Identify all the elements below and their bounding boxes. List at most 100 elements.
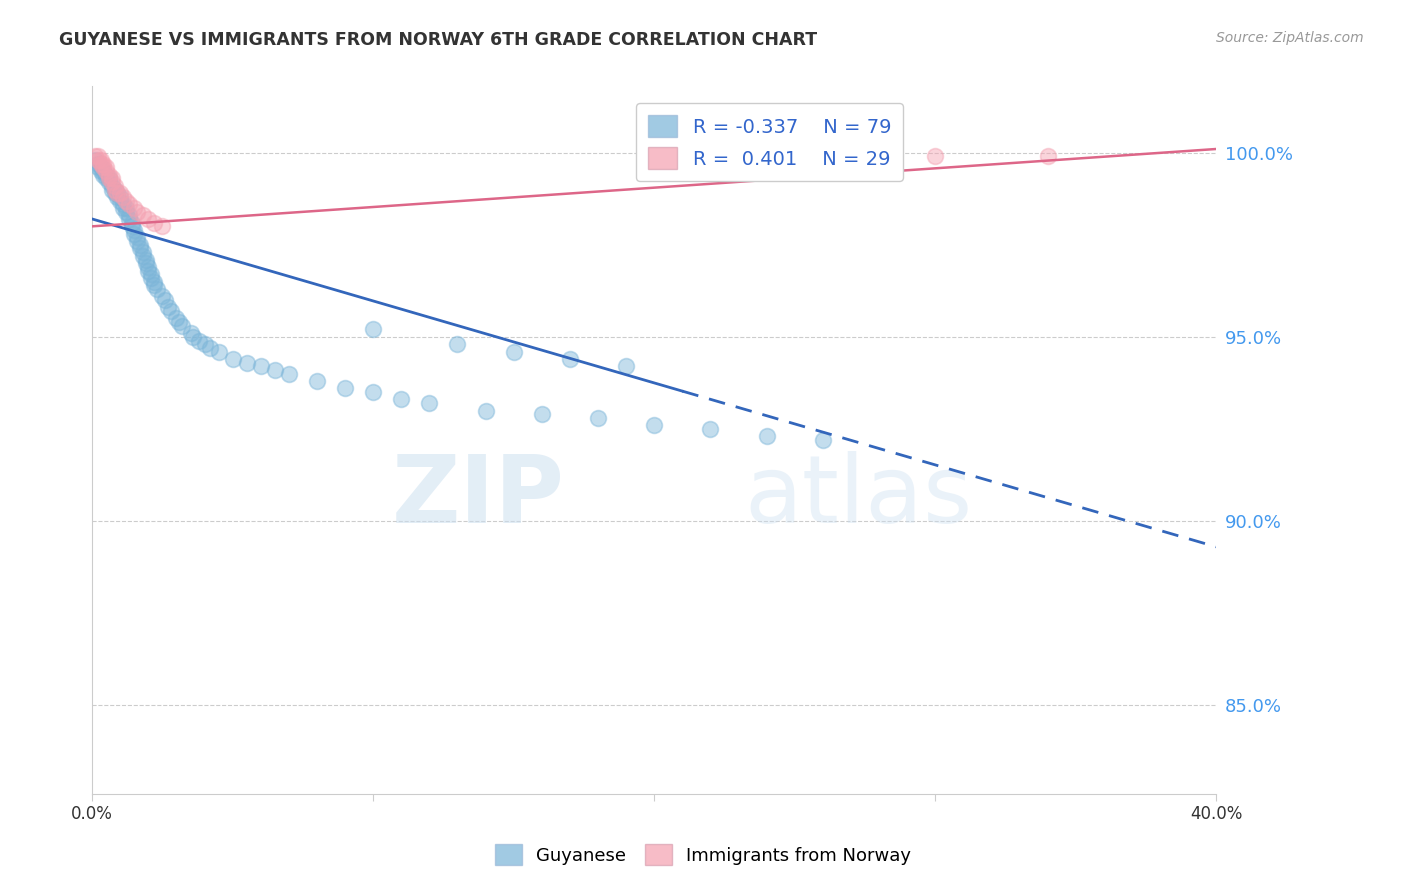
Point <box>132 249 155 263</box>
Point <box>200 341 222 355</box>
Point <box>389 392 412 407</box>
Point <box>141 267 163 281</box>
Point <box>249 359 271 374</box>
Point <box>924 149 946 163</box>
Point <box>129 237 152 252</box>
Point <box>101 175 124 189</box>
Point <box>93 164 115 178</box>
Point <box>129 242 152 256</box>
Point <box>98 168 121 182</box>
Point <box>110 190 132 204</box>
Point <box>90 157 112 171</box>
Point <box>755 149 778 163</box>
Point <box>235 356 257 370</box>
Point <box>118 208 141 222</box>
Point <box>157 301 180 315</box>
Point <box>96 161 118 175</box>
Point <box>586 411 609 425</box>
Point <box>87 153 110 167</box>
Point <box>93 161 115 175</box>
Point <box>90 161 112 175</box>
Point <box>87 161 110 175</box>
Point <box>221 351 243 366</box>
Point <box>138 211 160 226</box>
Point <box>124 201 146 215</box>
Text: atlas: atlas <box>744 450 973 542</box>
Point <box>93 157 115 171</box>
Point <box>152 219 174 234</box>
Point <box>155 293 177 307</box>
Point <box>107 186 129 201</box>
Point <box>474 403 496 417</box>
Point <box>143 216 166 230</box>
Point <box>132 245 155 260</box>
Point <box>143 278 166 293</box>
Point <box>84 149 107 163</box>
Point <box>699 422 721 436</box>
Point <box>98 171 121 186</box>
Point <box>755 429 778 443</box>
Point <box>121 216 143 230</box>
Point <box>84 153 107 167</box>
Point <box>333 381 356 395</box>
Point <box>135 256 157 270</box>
Point <box>104 182 127 196</box>
Point <box>127 234 149 248</box>
Point <box>141 271 163 285</box>
Point <box>530 407 553 421</box>
Point <box>115 201 138 215</box>
Point <box>169 315 191 329</box>
Point <box>90 153 112 167</box>
Point <box>194 337 217 351</box>
Point <box>208 344 231 359</box>
Point <box>115 204 138 219</box>
Point <box>90 164 112 178</box>
Point <box>643 418 665 433</box>
Point <box>361 385 384 400</box>
Point <box>96 171 118 186</box>
Point <box>502 344 524 359</box>
Point <box>104 182 127 196</box>
Point <box>115 194 138 208</box>
Point <box>305 374 328 388</box>
Point <box>614 359 637 374</box>
Point <box>112 201 135 215</box>
Point <box>112 190 135 204</box>
Point <box>277 367 299 381</box>
Point <box>104 186 127 201</box>
Point <box>183 330 205 344</box>
Point <box>188 334 211 348</box>
Point <box>135 252 157 267</box>
Point <box>112 197 135 211</box>
Legend: Guyanese, Immigrants from Norway: Guyanese, Immigrants from Norway <box>488 837 918 872</box>
Point <box>104 178 127 193</box>
Point <box>124 223 146 237</box>
Text: Source: ZipAtlas.com: Source: ZipAtlas.com <box>1216 31 1364 45</box>
Point <box>558 351 581 366</box>
Point <box>143 275 166 289</box>
Point <box>98 175 121 189</box>
Text: GUYANESE VS IMMIGRANTS FROM NORWAY 6TH GRADE CORRELATION CHART: GUYANESE VS IMMIGRANTS FROM NORWAY 6TH G… <box>59 31 817 49</box>
Point <box>87 149 110 163</box>
Point <box>101 178 124 193</box>
Point <box>127 230 149 244</box>
Point <box>132 208 155 222</box>
Point <box>118 197 141 211</box>
Point <box>146 282 169 296</box>
Point <box>118 211 141 226</box>
Point <box>152 289 174 303</box>
Point <box>101 182 124 196</box>
Point <box>101 171 124 186</box>
Point <box>110 186 132 201</box>
Point <box>361 322 384 336</box>
Text: ZIP: ZIP <box>391 450 564 542</box>
Point <box>110 194 132 208</box>
Point <box>93 168 115 182</box>
Point <box>811 433 834 447</box>
Point <box>96 164 118 178</box>
Point <box>166 311 188 326</box>
Point <box>138 263 160 277</box>
Point <box>180 326 202 341</box>
Point <box>87 157 110 171</box>
Point <box>121 219 143 234</box>
